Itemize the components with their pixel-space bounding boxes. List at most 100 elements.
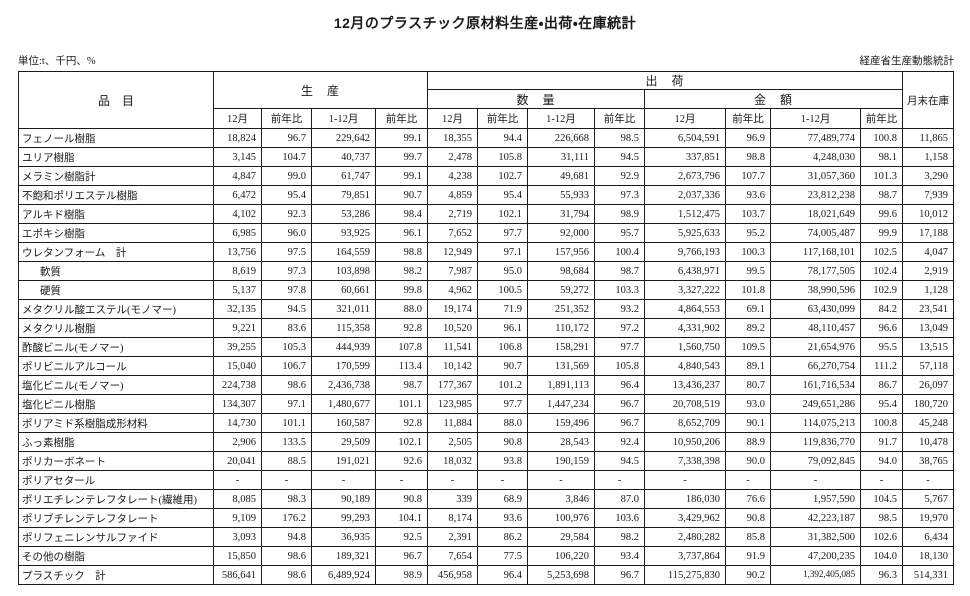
value-cell: 164,559 <box>311 242 376 262</box>
value-cell: 100,976 <box>527 508 596 528</box>
table-row: ユリア樹脂 3,145 104.7 40,737 99.7 2,478 105.8 31,11… <box>18 147 955 167</box>
table-row: ポリエチレンテレフタレート(繊維用) 8,085 98.3 90,189 90.8 339… <box>18 489 955 509</box>
table-row: 酢酸ビニル(モノマー) 39,255 105.3 444,939 107.8 11,541… <box>18 337 955 357</box>
value-cell: 101.8 <box>725 280 772 300</box>
value-cell: 7,652 <box>427 223 479 243</box>
column-group-quantity: 数 量 <box>427 89 646 109</box>
value-cell: 78,177,505 <box>770 261 862 281</box>
value-cell: 93,925 <box>311 223 376 243</box>
value-cell: 6,438,971 <box>644 261 727 281</box>
value-cell: 104.1 <box>374 508 429 528</box>
value-cell: 53,286 <box>311 204 376 224</box>
value-cell: 101.1 <box>261 413 312 433</box>
value-cell: 1,512,475 <box>644 204 727 224</box>
value-cell: 97.1 <box>477 242 529 262</box>
item-cell: ウレタンフォーム 計 <box>18 242 214 262</box>
value-cell: 8,652,709 <box>644 413 727 433</box>
value-cell: 77.5 <box>477 546 529 566</box>
value-cell: 20,041 <box>213 451 262 471</box>
value-cell: 1,891,113 <box>527 375 596 395</box>
value-cell: 105.8 <box>594 356 646 376</box>
period-header-cell: 前年比 <box>374 108 429 129</box>
item-cell: 酢酸ビニル(モノマー) <box>18 337 214 357</box>
value-cell: 189,321 <box>311 546 376 566</box>
value-cell: 15,850 <box>213 546 262 566</box>
table-row: 塩化ビニル(モノマー) 224,738 98.6 2,436,738 98.7 177,3… <box>18 375 955 395</box>
value-cell: 98.9 <box>594 204 646 224</box>
value-cell: 31,382,500 <box>770 527 862 547</box>
value-cell: 69.1 <box>725 299 772 319</box>
item-cell: メタクリル酸エステル(モノマー) <box>18 299 214 319</box>
value-cell: 42,223,187 <box>770 508 862 528</box>
value-cell: 2,906 <box>213 432 262 452</box>
value-cell: 93.2 <box>594 299 646 319</box>
value-cell: 1,128 <box>902 280 955 300</box>
item-cell: ポリフェニレンサルファイド <box>18 527 214 547</box>
value-cell: 4,102 <box>213 204 262 224</box>
value-cell: 20,708,519 <box>644 394 727 414</box>
item-cell: メタクリル樹脂 <box>18 318 214 338</box>
value-cell: 32,135 <box>213 299 262 319</box>
value-cell: 101.2 <box>477 375 529 395</box>
table-row: 硬質 5,137 97.8 60,661 99.8 4,962 100.5 59,272 103… <box>18 280 955 300</box>
value-cell: 26,097 <box>902 375 955 395</box>
value-cell: 11,541 <box>427 337 479 357</box>
value-cell: 8,085 <box>213 489 262 509</box>
value-cell: 109.5 <box>725 337 772 357</box>
value-cell: 2,478 <box>427 147 479 167</box>
value-cell: 3,290 <box>902 166 955 186</box>
value-cell: 96.1 <box>477 318 529 338</box>
item-cell: フェノール樹脂 <box>18 128 214 148</box>
value-cell: 92.9 <box>594 166 646 186</box>
value-cell: 48,110,457 <box>770 318 862 338</box>
value-cell: 40,737 <box>311 147 376 167</box>
value-cell: 88.0 <box>374 299 429 319</box>
value-cell: 103.7 <box>725 204 772 224</box>
value-cell: 133.5 <box>261 432 312 452</box>
value-cell: 92.6 <box>374 451 429 471</box>
value-cell: 3,846 <box>527 489 596 509</box>
value-cell: 229,642 <box>311 128 376 148</box>
value-cell: 10,478 <box>902 432 955 452</box>
item-cell: ポリビニルアルコール <box>18 356 214 376</box>
value-cell: 113.4 <box>374 356 429 376</box>
value-cell: 96.7 <box>261 128 312 148</box>
value-cell: 96.3 <box>860 565 904 585</box>
value-cell: 3,145 <box>213 147 262 167</box>
value-cell: 191,021 <box>311 451 376 471</box>
value-cell: 93.4 <box>594 546 646 566</box>
value-cell: 13,756 <box>213 242 262 262</box>
value-cell: 102.9 <box>860 280 904 300</box>
value-cell: 31,794 <box>527 204 596 224</box>
table-meta: 単位:t、千円、% 経産省生産動態統計 <box>18 53 954 68</box>
value-cell: 102.4 <box>860 261 904 281</box>
value-cell: 96.7 <box>594 413 646 433</box>
value-cell: 3,327,222 <box>644 280 727 300</box>
value-cell: 104.0 <box>860 546 904 566</box>
period-header-cell: 前年比 <box>261 108 312 129</box>
value-cell: 18,355 <box>427 128 479 148</box>
table-row: ウレタンフォーム 計 13,756 97.5 164,559 98.8 12,949 97.… <box>18 242 955 262</box>
item-cell: その他の樹脂 <box>18 546 214 566</box>
value-cell: 97.3 <box>594 185 646 205</box>
value-cell: 10,012 <box>902 204 955 224</box>
value-cell: 97.8 <box>261 280 312 300</box>
table-row: ふっ素樹脂 2,906 133.5 29,509 102.1 2,505 90.8 28,54… <box>18 432 955 452</box>
value-cell: 63,430,099 <box>770 299 862 319</box>
value-cell: 99.5 <box>725 261 772 281</box>
value-cell: 4,962 <box>427 280 479 300</box>
value-cell: 11,865 <box>902 128 955 148</box>
period-header-cell: 1-12月 <box>527 108 596 129</box>
value-cell: 134,307 <box>213 394 262 414</box>
value-cell: 95.4 <box>477 185 529 205</box>
value-cell: 18,130 <box>902 546 955 566</box>
value-cell: 98.9 <box>374 565 429 585</box>
value-cell: - <box>860 470 904 490</box>
value-cell: 96.0 <box>261 223 312 243</box>
value-cell: 1,560,750 <box>644 337 727 357</box>
value-cell: 10,950,206 <box>644 432 727 452</box>
value-cell: 170,599 <box>311 356 376 376</box>
value-cell: 4,238 <box>427 166 479 186</box>
value-cell: - <box>261 470 312 490</box>
value-cell: 93.8 <box>477 451 529 471</box>
